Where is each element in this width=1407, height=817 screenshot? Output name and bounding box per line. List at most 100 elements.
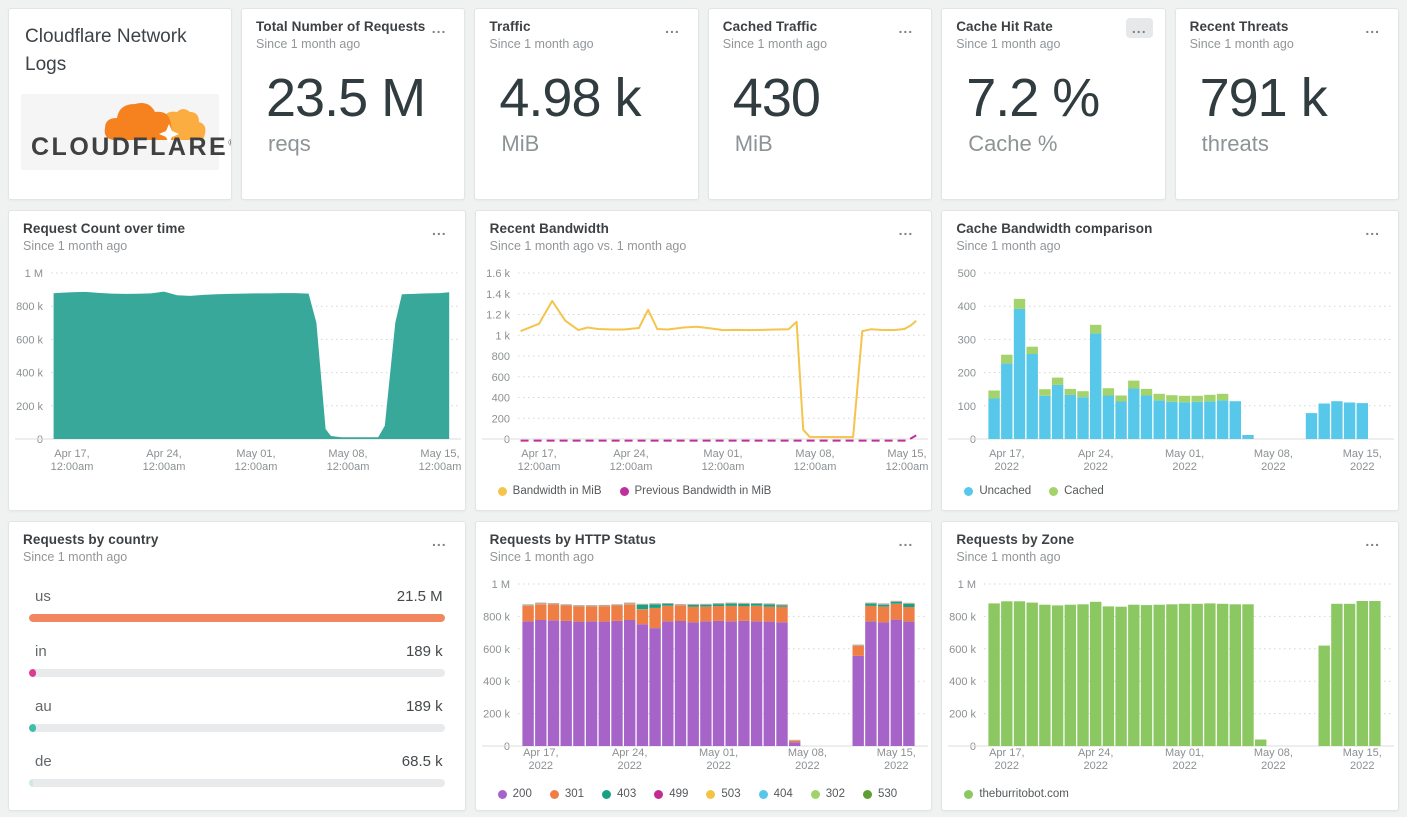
panel-requests-by-http-status: Requests by HTTP Status Since 1 month ag…: [474, 521, 933, 811]
svg-text:May 01,: May 01,: [703, 448, 742, 460]
country-value: 68.5 k: [401, 753, 443, 770]
legend-item[interactable]: Bandwidth in MiB: [497, 485, 602, 497]
stat-value: 7.2 %: [966, 68, 1100, 128]
svg-text:Apr 24,: Apr 24,: [613, 448, 648, 460]
country-row-us: us 21.5 M: [29, 588, 445, 622]
legend-item[interactable]: 499: [654, 788, 688, 800]
panel-title: Request Count over time: [23, 221, 186, 236]
svg-text:200: 200: [958, 368, 976, 380]
legend-dot-icon: [1049, 486, 1059, 496]
legend-item[interactable]: 503: [706, 788, 741, 800]
legend-dot-icon: [964, 789, 974, 799]
panel-subtitle: Since 1 month ago: [956, 37, 1061, 51]
panel-cache-hit-rate: Cache Hit Rate Since 1 month ago ... 7.2…: [941, 8, 1166, 200]
country-code: au: [35, 698, 52, 715]
svg-text:Apr 17,: Apr 17,: [989, 448, 1024, 460]
country-bar-track[interactable]: [29, 724, 445, 732]
svg-text:200: 200: [491, 413, 509, 425]
panel-menu-icon[interactable]: ...: [665, 20, 680, 36]
svg-text:May 15,: May 15,: [887, 448, 926, 460]
panel-menu-icon[interactable]: ...: [898, 20, 914, 36]
panel-subtitle: Since 1 month ago: [23, 239, 128, 253]
svg-text:May 08,: May 08,: [787, 747, 826, 759]
svg-text:May 01,: May 01,: [1165, 747, 1204, 759]
country-bar-track[interactable]: [29, 614, 445, 622]
panel-menu-icon[interactable]: ...: [1365, 20, 1380, 36]
legend-item[interactable]: Previous Bandwidth in MiB: [619, 485, 771, 497]
legend-dot-icon: [964, 486, 974, 496]
panel-menu-icon[interactable]: ...: [898, 533, 914, 549]
svg-text:1 M: 1 M: [958, 579, 976, 591]
svg-text:12:00am: 12:00am: [327, 461, 370, 473]
svg-text:12:00am: 12:00am: [143, 461, 186, 473]
svg-text:Apr 24,: Apr 24,: [146, 448, 181, 460]
svg-text:2022: 2022: [706, 760, 730, 772]
panel-cached-traffic: Cached Traffic Since 1 month ago ... 430…: [707, 8, 933, 200]
panel-subtitle: Since 1 month ago: [489, 550, 594, 564]
svg-text:600 k: 600 k: [949, 644, 976, 656]
country-row-au: au 189 k: [29, 698, 445, 732]
panel-menu-icon[interactable]: ...: [431, 20, 447, 36]
panel-menu-icon[interactable]: ...: [898, 222, 914, 238]
zone-legend: theburritobot.com: [942, 776, 1398, 800]
stat-unit: reqs: [268, 131, 311, 157]
legend-dot-icon: [862, 789, 872, 799]
svg-text:May 15,: May 15,: [876, 747, 915, 759]
svg-text:0: 0: [970, 434, 976, 446]
legend-label: 404: [773, 788, 793, 800]
svg-text:2022: 2022: [617, 760, 641, 772]
panel-menu-icon[interactable]: ...: [431, 222, 447, 238]
svg-text:400 k: 400 k: [483, 676, 510, 688]
svg-text:2022: 2022: [1084, 461, 1108, 473]
legend-item[interactable]: Cached: [1049, 485, 1104, 497]
panel-menu-icon[interactable]: ...: [1125, 18, 1153, 38]
country-bar-track[interactable]: [29, 669, 445, 677]
legend-item[interactable]: 200: [497, 788, 532, 800]
panel-total-requests: Total Number of Requests Since 1 month a…: [241, 8, 466, 200]
svg-text:12:00am: 12:00am: [517, 461, 560, 473]
panel-recent-threats: Recent Threats Since 1 month ago ... 791…: [1174, 8, 1399, 200]
svg-text:800 k: 800 k: [949, 611, 976, 623]
legend-dot-icon: [497, 486, 507, 496]
recent-bandwidth-legend: Bandwidth in MiB Previous Bandwidth in Mi…: [476, 477, 932, 497]
svg-text:2022: 2022: [995, 461, 1019, 473]
svg-text:May 08,: May 08,: [795, 448, 834, 460]
country-row-in: in 189 k: [29, 643, 445, 677]
panel-cloudflare-logo: Cloudflare Network Logs CLOUDFLARE®: [8, 8, 232, 200]
svg-text:300: 300: [958, 334, 976, 346]
legend-item[interactable]: 403: [602, 788, 636, 800]
legend-item[interactable]: 301: [549, 788, 584, 800]
panel-subtitle: Since 1 month ago: [256, 37, 361, 51]
svg-text:12:00am: 12:00am: [793, 461, 836, 473]
svg-text:2022: 2022: [1261, 760, 1285, 772]
svg-text:1.6 k: 1.6 k: [486, 268, 510, 280]
country-bar-track[interactable]: [29, 779, 445, 787]
panel-subtitle: Since 1 month ago: [1189, 37, 1294, 51]
panel-subtitle: Since 1 month ago: [489, 37, 594, 51]
legend-item[interactable]: 302: [810, 788, 845, 800]
legend-item[interactable]: theburritobot.com: [964, 788, 1069, 800]
panel-requests-by-country: Requests by country Since 1 month ago ..…: [8, 521, 466, 811]
svg-text:800 k: 800 k: [16, 301, 43, 313]
legend-item[interactable]: 404: [758, 788, 793, 800]
legend-item[interactable]: Uncached: [964, 485, 1031, 497]
svg-text:May 15,: May 15,: [1343, 448, 1382, 460]
panel-menu-icon[interactable]: ...: [431, 533, 447, 549]
panel-menu-icon[interactable]: ...: [1365, 533, 1380, 549]
panel-menu-icon[interactable]: ...: [1365, 222, 1380, 238]
legend-dot-icon: [602, 789, 612, 799]
legend-label: 200: [512, 788, 532, 800]
legend-dot-icon: [497, 789, 507, 799]
legend-item[interactable]: 530: [862, 788, 897, 800]
panel-title: Recent Bandwidth: [489, 221, 610, 236]
svg-text:800 k: 800 k: [483, 611, 510, 623]
svg-text:0: 0: [504, 741, 510, 753]
panel-title: Recent Threats: [1189, 19, 1289, 34]
svg-text:600 k: 600 k: [16, 334, 43, 346]
svg-text:May 15,: May 15,: [420, 448, 459, 460]
